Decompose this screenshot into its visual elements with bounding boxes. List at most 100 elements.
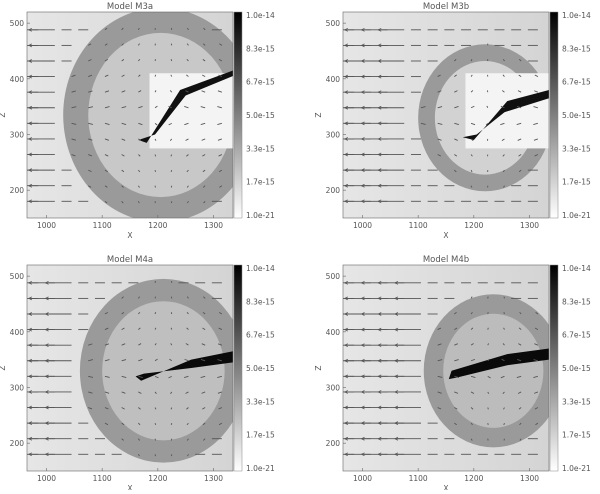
y-tick-label: 300 bbox=[10, 383, 25, 392]
colorbar-label: 1.0e-21 bbox=[246, 464, 275, 473]
vector-arrowhead bbox=[12, 44, 15, 47]
colorbar-label: 3.3e-15 bbox=[246, 144, 275, 153]
colorbar-label: 1.7e-15 bbox=[246, 431, 275, 440]
colorbar-label: 5.0e-15 bbox=[246, 364, 275, 373]
y-tick-label: 500 bbox=[326, 272, 341, 281]
velocity-vector bbox=[171, 328, 172, 330]
velocity-vector bbox=[155, 439, 156, 441]
x-tick-label: 1200 bbox=[148, 221, 167, 230]
y-tick-label: 300 bbox=[326, 383, 341, 392]
colorbar bbox=[234, 12, 242, 218]
x-tick-label: 1300 bbox=[520, 221, 539, 230]
vector-arrowhead bbox=[12, 297, 15, 300]
panel-title: Model M3b bbox=[423, 2, 469, 12]
colorbar-label: 5.0e-15 bbox=[562, 111, 591, 120]
x-tick-label: 1300 bbox=[204, 474, 223, 483]
vector-arrowhead bbox=[12, 59, 15, 62]
colorbar-label: 1.0e-14 bbox=[562, 11, 591, 20]
density-map bbox=[328, 12, 600, 218]
y-tick-label: 400 bbox=[10, 328, 25, 337]
density-map bbox=[12, 265, 247, 471]
y-axis-label: Z bbox=[0, 112, 7, 117]
colorbar-label: 1.7e-15 bbox=[562, 431, 591, 440]
panel-3: Model M4a1000110012001300X200300400500Z1… bbox=[0, 255, 275, 490]
x-axis-label: X bbox=[443, 231, 448, 240]
colorbar-label: 1.0e-14 bbox=[246, 11, 275, 20]
y-tick-label: 500 bbox=[10, 19, 25, 28]
vector-arrowhead bbox=[12, 312, 15, 315]
y-axis-label: Z bbox=[314, 112, 323, 117]
x-axis-label: X bbox=[443, 484, 448, 490]
y-axis-label: Z bbox=[0, 365, 7, 370]
vector-arrowhead bbox=[328, 200, 331, 203]
colorbar-label: 5.0e-15 bbox=[562, 364, 591, 373]
colorbar-label: 1.0e-14 bbox=[246, 264, 275, 273]
colorbar-label: 1.0e-21 bbox=[562, 211, 591, 220]
x-tick-label: 1200 bbox=[464, 474, 483, 483]
vector-arrowhead bbox=[12, 200, 15, 203]
colorbar bbox=[550, 265, 558, 471]
vector-arrowhead bbox=[328, 453, 331, 456]
vector-arrowhead bbox=[12, 453, 15, 456]
colorbar-label: 1.7e-15 bbox=[562, 178, 591, 187]
density-map bbox=[328, 265, 563, 471]
y-tick-label: 200 bbox=[326, 439, 341, 448]
y-tick-label: 400 bbox=[326, 75, 341, 84]
vector-arrowhead bbox=[328, 344, 331, 347]
x-tick-label: 1000 bbox=[353, 474, 372, 483]
velocity-vector bbox=[504, 312, 505, 314]
velocity-vector bbox=[488, 408, 489, 410]
colorbar-label: 1.7e-15 bbox=[246, 178, 275, 187]
vector-arrowhead bbox=[12, 28, 15, 31]
y-tick-label: 200 bbox=[10, 186, 25, 195]
velocity-vector bbox=[171, 59, 172, 61]
x-tick-label: 1100 bbox=[93, 474, 112, 483]
vector-arrowhead bbox=[328, 44, 331, 47]
y-tick-label: 300 bbox=[10, 130, 25, 139]
vector-arrowhead bbox=[12, 91, 15, 94]
vector-arrowhead bbox=[328, 359, 331, 362]
colorbar-label: 1.0e-14 bbox=[562, 264, 591, 273]
vector-arrowhead bbox=[328, 59, 331, 62]
vector-arrowhead bbox=[328, 122, 331, 125]
colorbar-label: 1.0e-21 bbox=[562, 464, 591, 473]
y-tick-label: 300 bbox=[326, 130, 341, 139]
x-tick-label: 1100 bbox=[409, 221, 428, 230]
y-axis-label: Z bbox=[314, 365, 323, 370]
vector-arrowhead bbox=[12, 406, 15, 409]
velocity-vector bbox=[171, 170, 172, 172]
colorbar-label: 8.3e-15 bbox=[246, 297, 275, 306]
vector-arrowhead bbox=[12, 422, 15, 425]
vector-arrowhead bbox=[12, 106, 15, 109]
panel-title: Model M4a bbox=[107, 255, 153, 265]
vector-arrowhead bbox=[328, 153, 331, 156]
vector-arrowhead bbox=[328, 28, 331, 31]
vector-arrowhead bbox=[12, 281, 15, 284]
velocity-vector bbox=[155, 423, 156, 425]
vector-arrowhead bbox=[328, 422, 331, 425]
x-tick-label: 1200 bbox=[464, 221, 483, 230]
vector-arrowhead bbox=[328, 297, 331, 300]
y-tick-label: 400 bbox=[326, 328, 341, 337]
x-tick-label: 1000 bbox=[37, 474, 56, 483]
x-tick-label: 1200 bbox=[148, 474, 167, 483]
x-tick-label: 1300 bbox=[204, 221, 223, 230]
velocity-vector bbox=[504, 439, 505, 441]
vector-arrowhead bbox=[328, 91, 331, 94]
vector-arrowhead bbox=[328, 312, 331, 315]
colorbar-label: 6.7e-15 bbox=[562, 331, 591, 340]
vector-arrowhead bbox=[12, 344, 15, 347]
x-axis-label: X bbox=[127, 231, 132, 240]
y-tick-label: 400 bbox=[10, 75, 25, 84]
vector-arrowhead bbox=[12, 359, 15, 362]
x-axis-label: X bbox=[127, 484, 132, 490]
colorbar-label: 3.3e-15 bbox=[562, 144, 591, 153]
x-tick-label: 1000 bbox=[353, 221, 372, 230]
density-map bbox=[12, 8, 355, 222]
y-tick-label: 200 bbox=[10, 439, 25, 448]
colorbar-label: 3.3e-15 bbox=[562, 397, 591, 406]
colorbar-label: 6.7e-15 bbox=[562, 78, 591, 87]
